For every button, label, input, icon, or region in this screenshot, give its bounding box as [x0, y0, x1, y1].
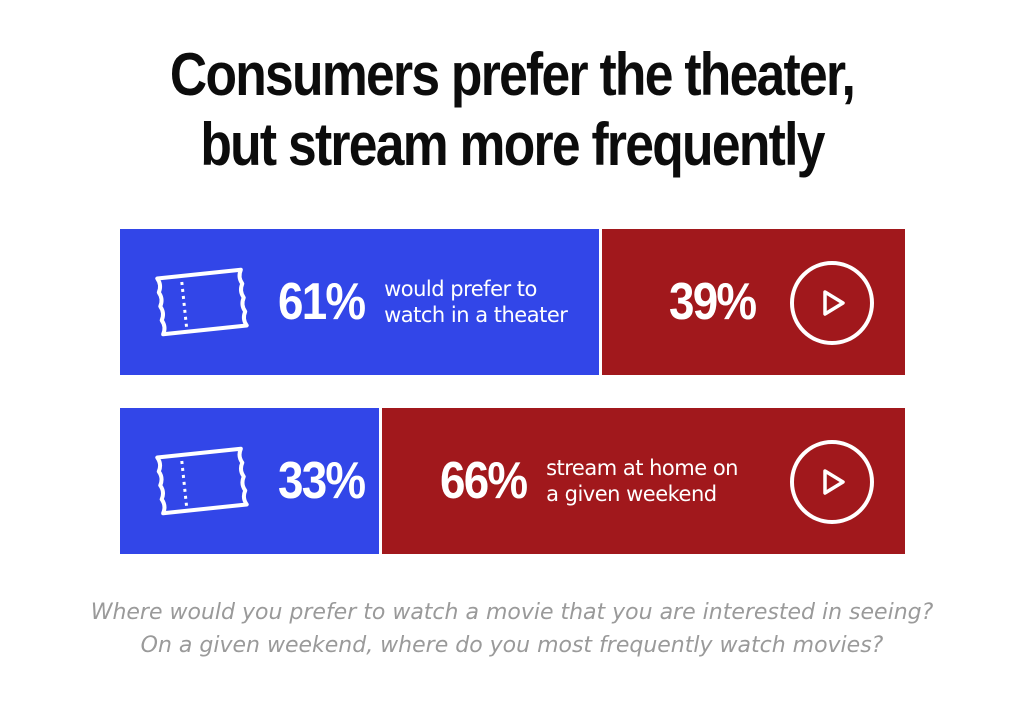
chart-title: Consumers prefer the theater, but stream… — [72, 40, 953, 180]
chart-title-line-1: Consumers prefer the theater, — [169, 41, 856, 108]
stream-1-label: 39% — [669, 229, 767, 375]
bar-row-2: 33% 66% stream at home on a given weekend — [120, 408, 905, 554]
play-icon — [790, 440, 874, 524]
theater-1-description: would prefer to watch in a theater — [384, 277, 568, 327]
question-2: On a given weekend, where do you most fr… — [140, 633, 884, 658]
bar-row-1: 61% would prefer to watch in a theater 39% — [120, 229, 905, 375]
theater-1-percent: 61% — [278, 273, 366, 331]
theater-1-label: 61% would prefer to watch in a theater — [278, 229, 568, 375]
bar-theater-1: 61% would prefer to watch in a theater — [120, 229, 599, 375]
theater-2-label: 33% — [278, 408, 376, 554]
bar-theater-2: 33% — [120, 408, 379, 554]
play-icon — [790, 261, 874, 345]
question-1: Where would you prefer to watch a movie … — [90, 600, 934, 625]
chart-title-line-2: but stream more frequently — [200, 111, 825, 178]
stream-2-description: stream at home on a given weekend — [546, 456, 738, 506]
bar-stream-2: 66% stream at home on a given weekend — [382, 408, 905, 554]
theater-2-percent: 33% — [278, 452, 366, 510]
ticket-icon — [155, 267, 249, 337]
stream-2-percent: 66% — [440, 452, 528, 510]
survey-questions: Where would you prefer to watch a movie … — [0, 596, 1024, 662]
bar-stream-1: 39% — [602, 229, 905, 375]
ticket-icon — [155, 446, 249, 516]
stream-1-percent: 39% — [668, 273, 757, 331]
stream-2-label: 66% stream at home on a given weekend — [440, 408, 738, 554]
